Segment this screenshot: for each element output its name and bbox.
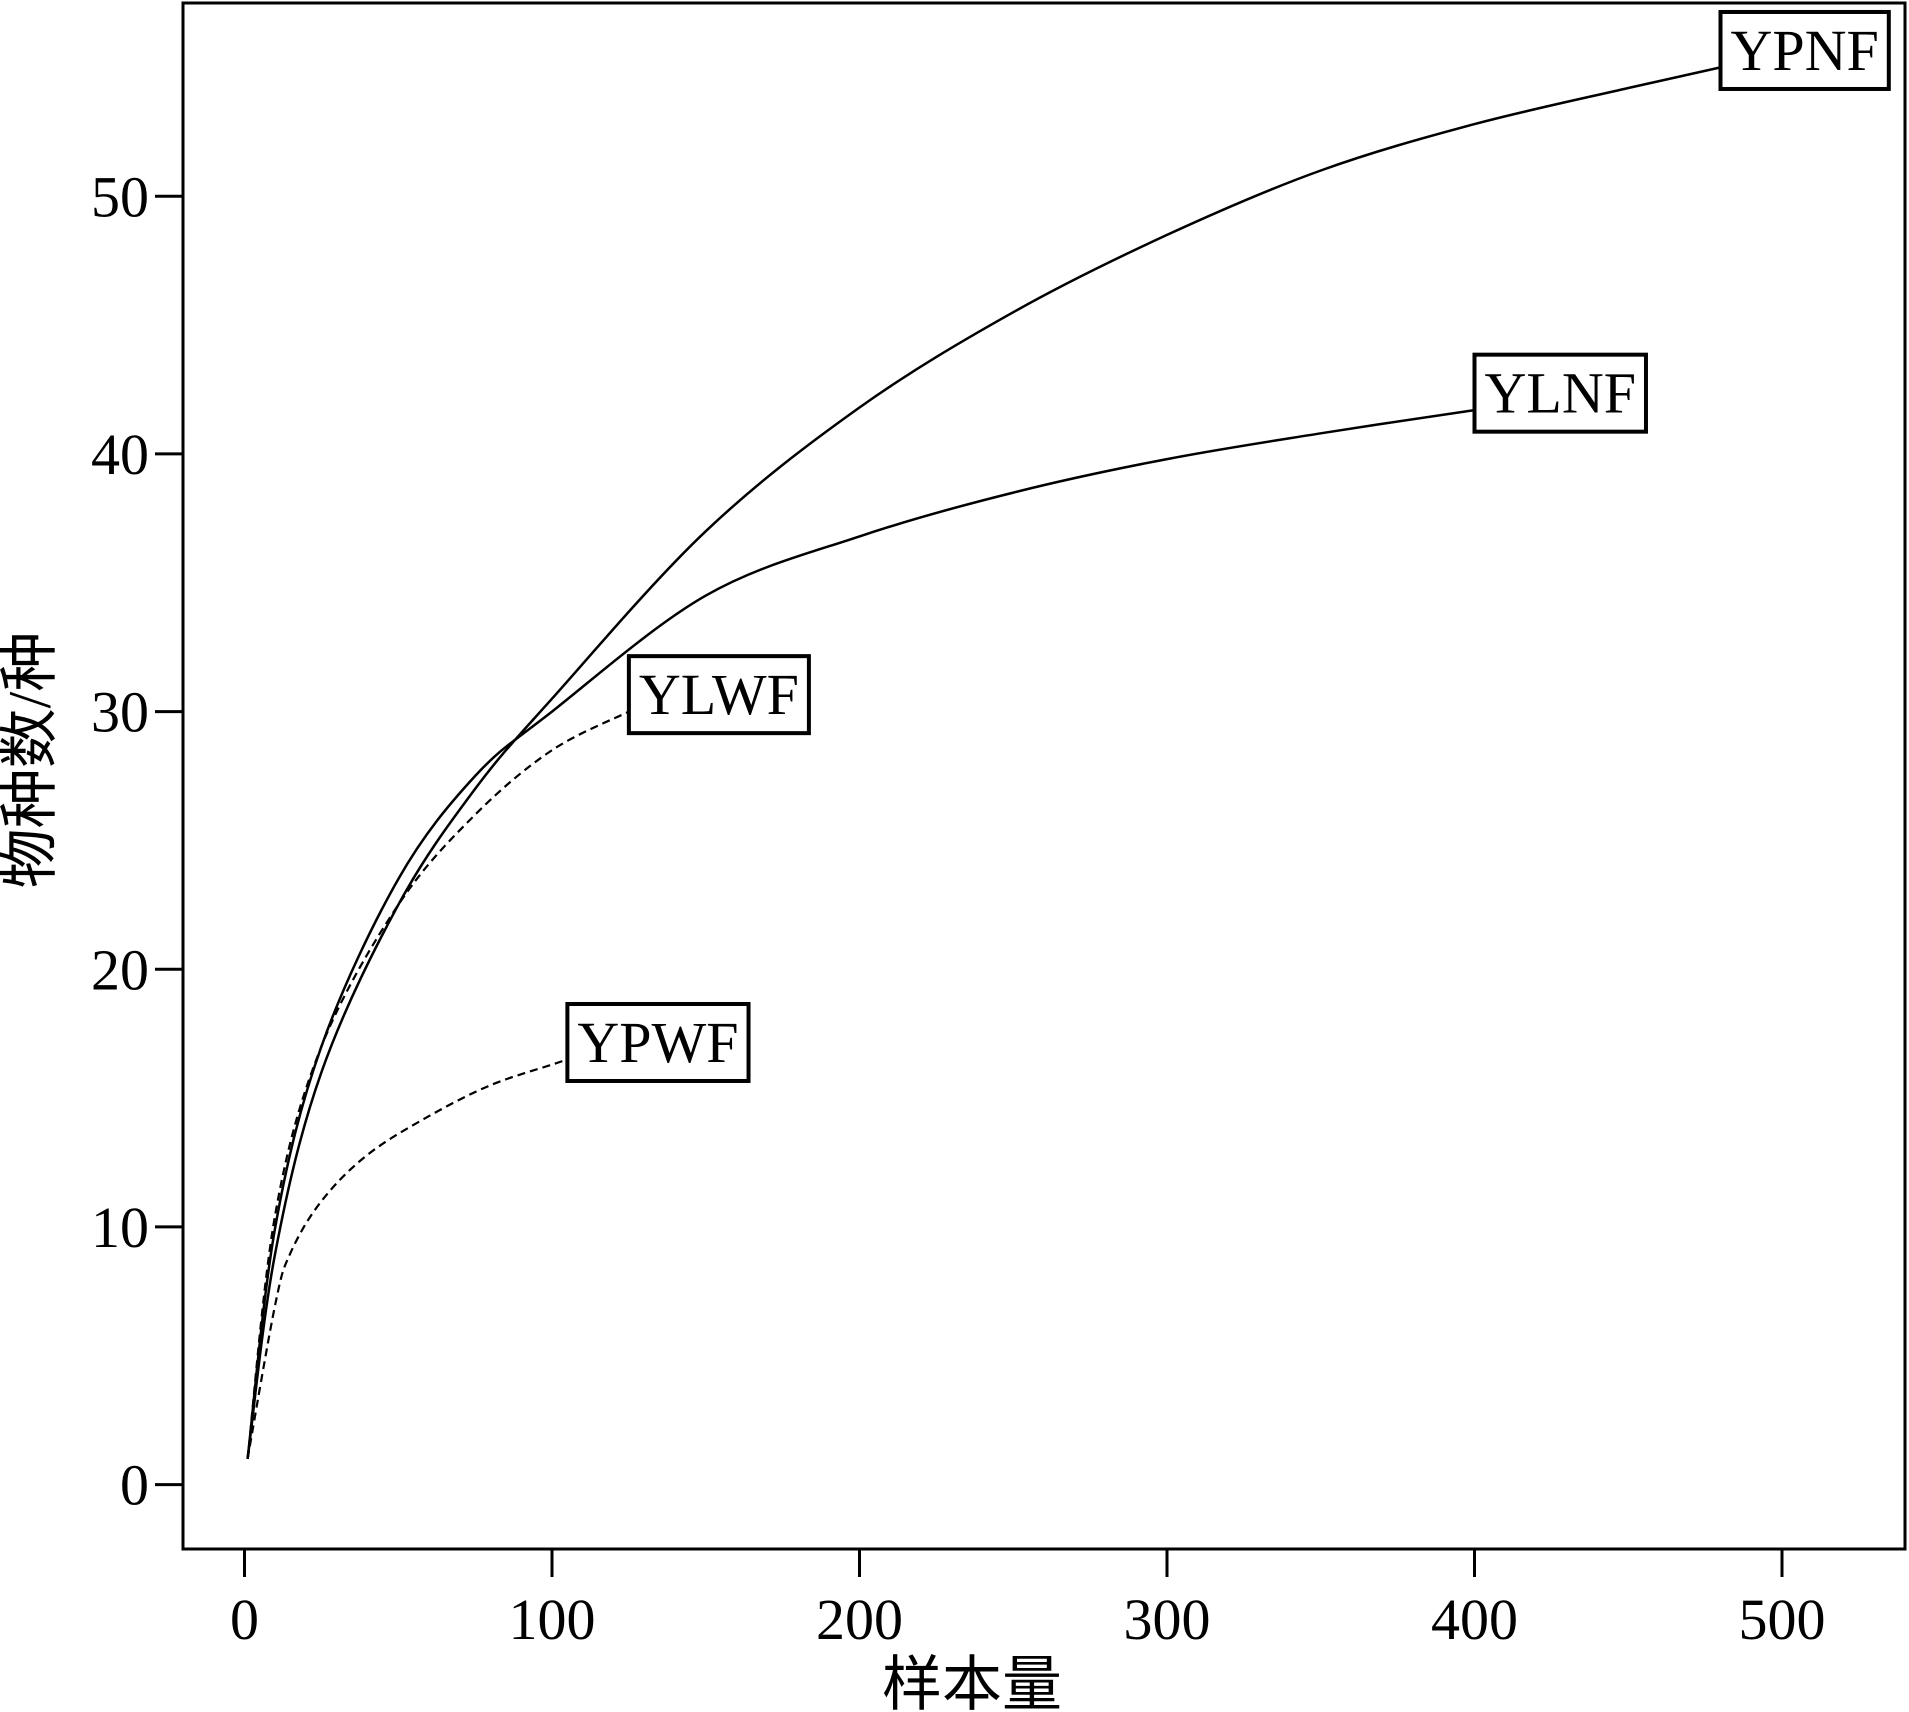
x-tick-label-200: 200 xyxy=(816,1587,903,1652)
plot-frame xyxy=(181,1,1907,1551)
series-label-ypnf: YPNF xyxy=(1718,9,1891,91)
series-label-box-ypnf xyxy=(1718,9,1891,91)
series-label-text-ypwf: YPWF xyxy=(577,1010,738,1075)
series-label-text-ypnf: YPNF xyxy=(1731,18,1879,83)
series-label-ylwf: YLWF xyxy=(626,654,811,736)
y-tick-label-10: 10 xyxy=(91,1195,149,1260)
series-line-ylnf xyxy=(246,408,1475,1459)
y-tick-label-40: 40 xyxy=(91,422,149,487)
x-axis-ticks: 0 100 200 300 400 500 xyxy=(230,1549,1826,1652)
series-lines xyxy=(246,66,1721,1459)
x-tick-label-0: 0 xyxy=(230,1587,259,1652)
series-line-ypwf xyxy=(246,1058,568,1459)
series-label-box-ylnf xyxy=(1472,352,1648,434)
series-label-text-ylwf: YLWF xyxy=(639,662,799,727)
series-label-ylnf: YLNF xyxy=(1472,352,1648,434)
series-labels: YPNF YLNF YLWF YPWF xyxy=(565,9,1891,1083)
y-tick-label-50: 50 xyxy=(91,164,149,229)
y-tick-label-30: 30 xyxy=(91,680,149,745)
x-tick-label-300: 300 xyxy=(1124,1587,1211,1652)
x-tick-label-100: 100 xyxy=(509,1587,596,1652)
series-label-text-ylnf: YLNF xyxy=(1485,361,1636,426)
x-tick-label-400: 400 xyxy=(1431,1587,1518,1652)
y-tick-label-20: 20 xyxy=(91,937,149,1002)
series-label-box-ylwf xyxy=(626,654,811,736)
y-axis-ticks: 0 10 20 30 40 50 xyxy=(91,164,183,1518)
y-axis-label: 物种数/种 xyxy=(0,632,63,889)
x-axis-label: 样本量 xyxy=(882,1652,1062,1712)
series-label-box-ypwf xyxy=(565,1001,751,1083)
x-tick-label-500: 500 xyxy=(1739,1587,1826,1652)
y-tick-label-0: 0 xyxy=(120,1453,149,1518)
series-line-ylwf xyxy=(246,710,630,1459)
series-label-ypwf: YPWF xyxy=(565,1001,751,1083)
series-line-ypnf xyxy=(246,66,1721,1459)
